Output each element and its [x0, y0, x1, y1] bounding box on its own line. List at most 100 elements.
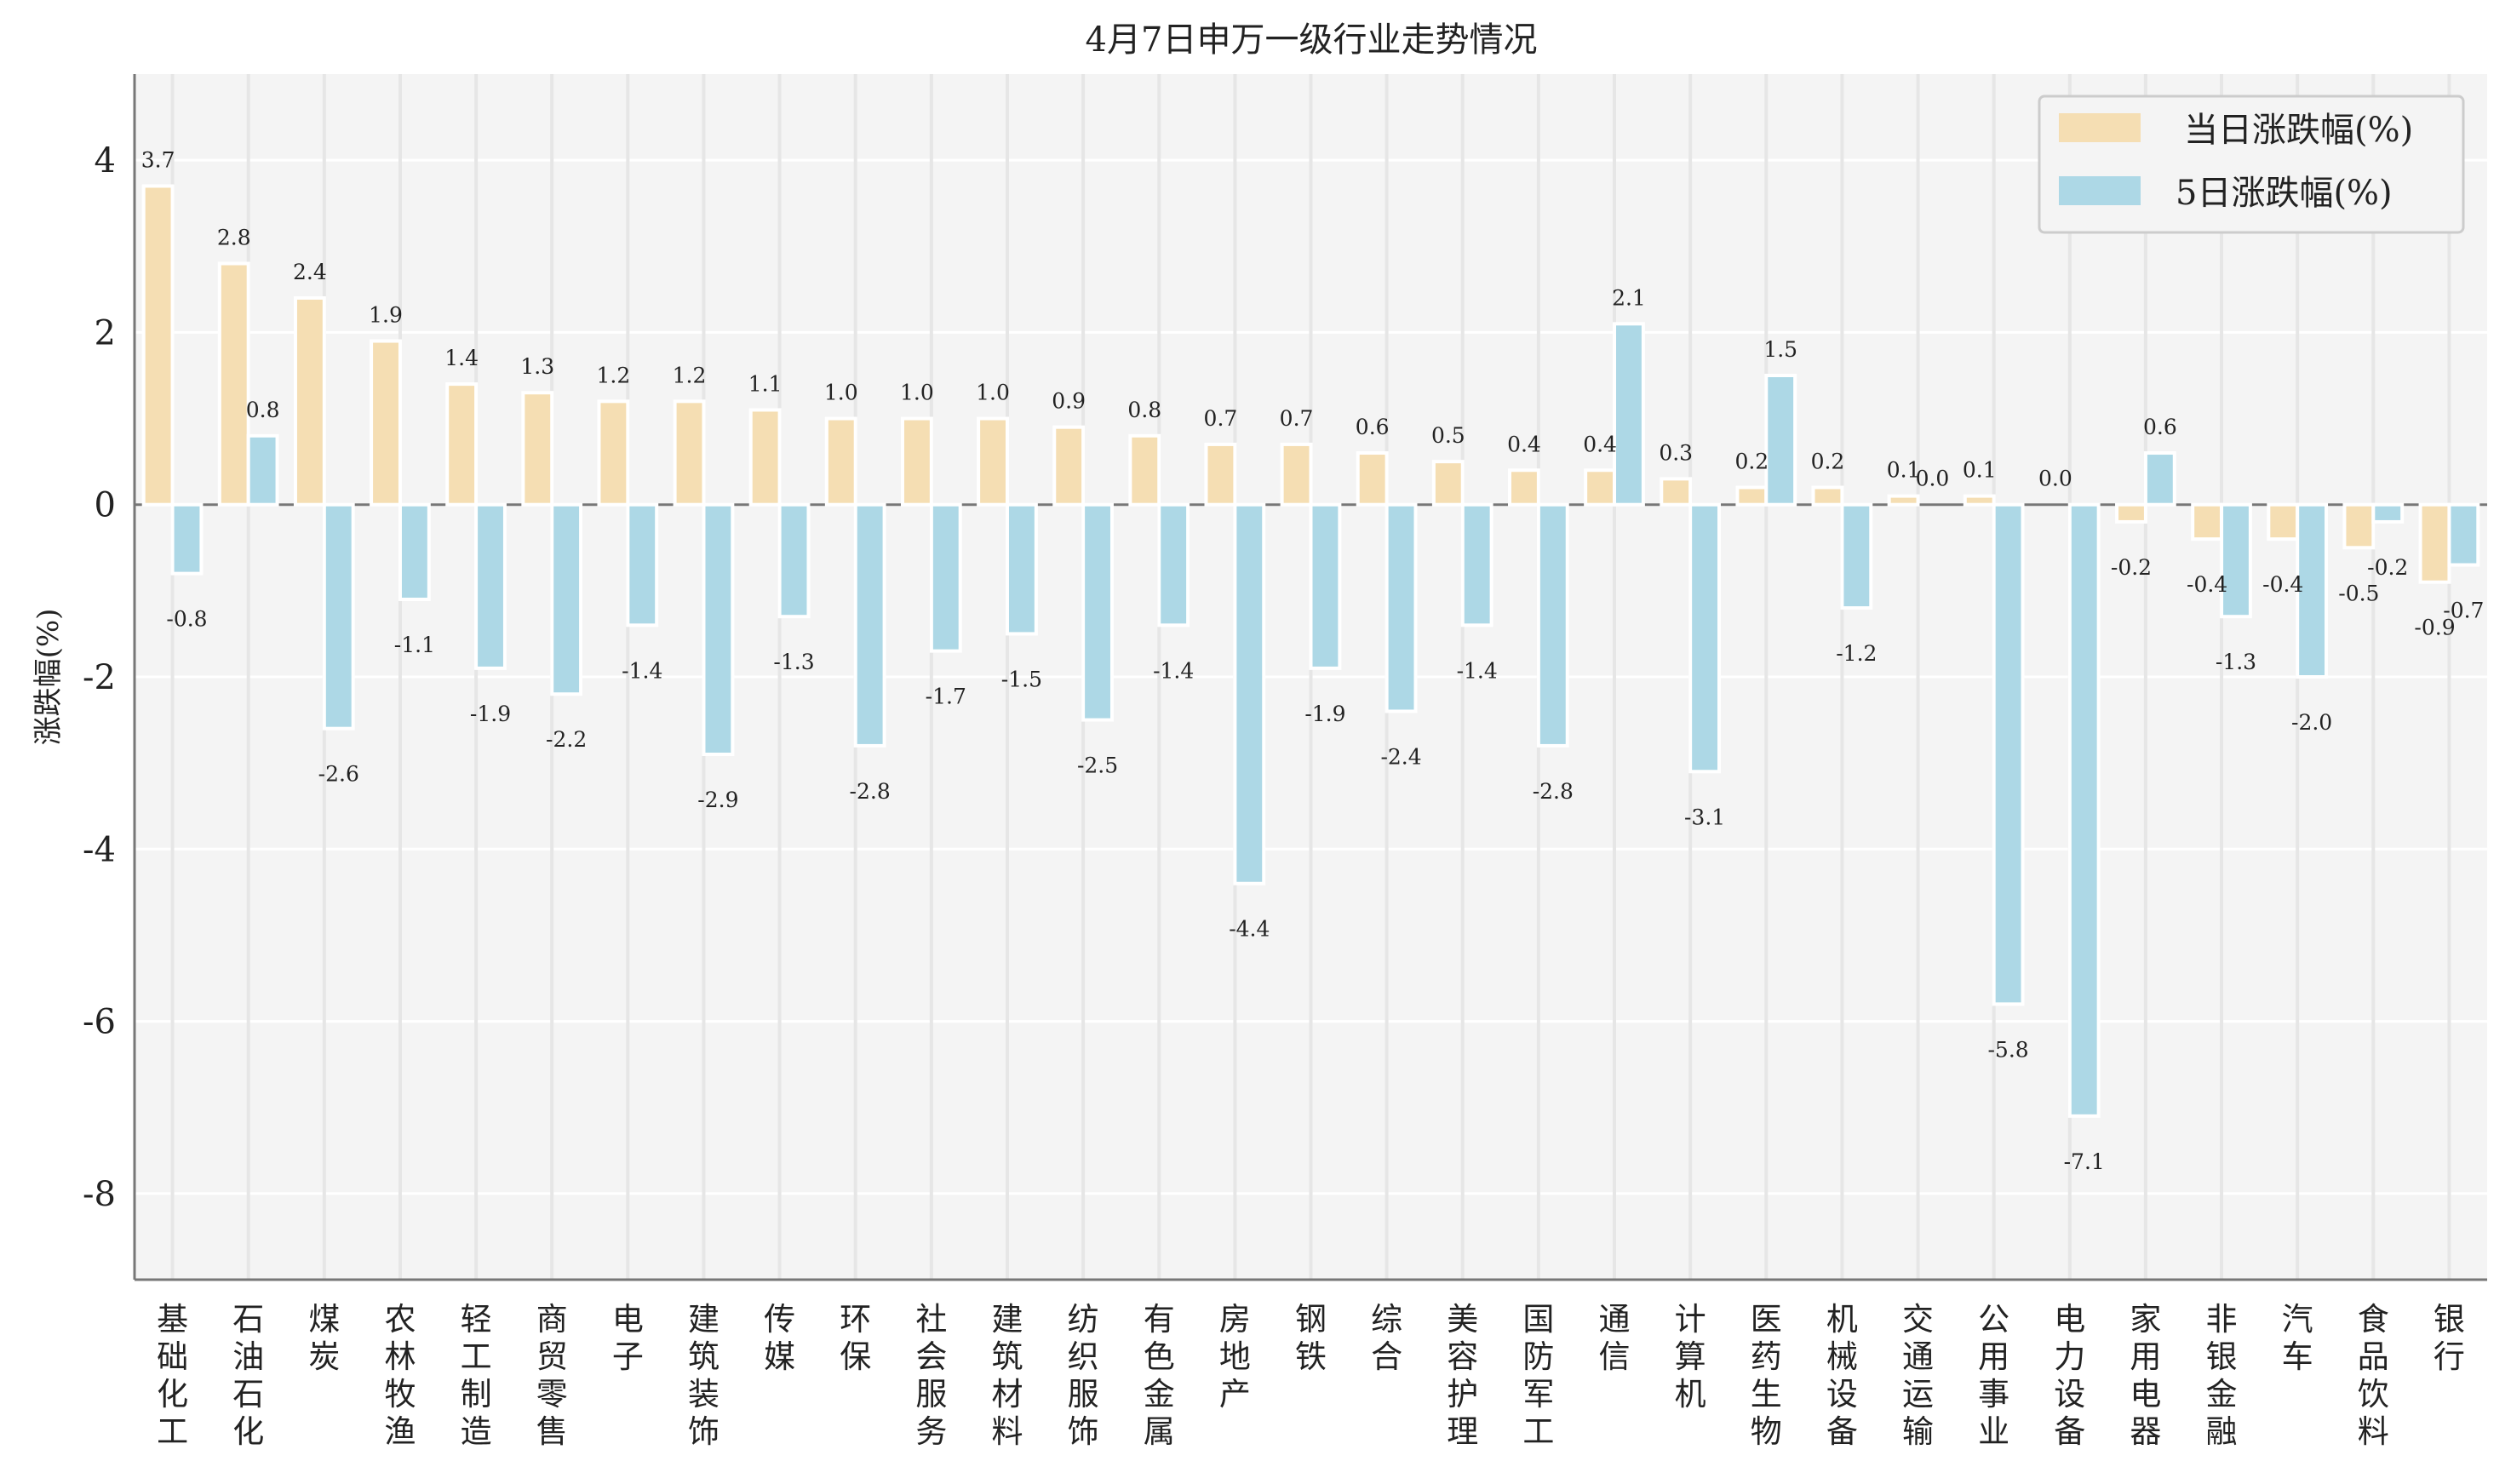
x-tick-char: 国	[1522, 1301, 1554, 1338]
x-tick-char: 军	[1522, 1376, 1554, 1412]
x-tick-label: 煤炭	[308, 1301, 340, 1375]
x-tick-char: 础	[157, 1338, 188, 1375]
x-tick-char: 设	[2054, 1376, 2085, 1412]
data-label: -3.1	[1684, 805, 1725, 829]
x-tick-char: 容	[1447, 1338, 1478, 1375]
x-tick-char: 机	[1826, 1301, 1858, 1338]
data-label: -0.2	[2111, 555, 2152, 580]
bar-day	[2267, 502, 2300, 541]
data-label: -1.7	[926, 685, 966, 709]
bar-5day	[474, 502, 507, 670]
x-tick-char: 理	[1447, 1413, 1478, 1450]
bar-day	[977, 416, 1009, 507]
data-label: 0.1	[1887, 458, 1921, 483]
bar-day	[293, 295, 326, 507]
data-label: -0.9	[2414, 616, 2455, 640]
x-tick-char: 机	[1675, 1376, 1706, 1412]
x-tick-char: 药	[1751, 1338, 1782, 1375]
x-tick-char: 计	[1675, 1301, 1706, 1338]
bar-day	[1431, 460, 1465, 507]
bar-5day	[626, 502, 659, 627]
x-tick-label: 银行	[2434, 1301, 2465, 1375]
x-tick-char: 林	[384, 1338, 416, 1375]
bar-5day	[2296, 502, 2329, 679]
x-tick-char: 织	[1068, 1338, 1099, 1375]
x-tick-char: 化	[157, 1376, 188, 1412]
data-label: 0.1	[1963, 458, 1997, 483]
x-tick-label: 非银金融	[2206, 1301, 2238, 1450]
bar-5day	[1309, 502, 1342, 670]
x-tick-char: 子	[612, 1338, 644, 1375]
x-tick-char: 通	[1599, 1301, 1631, 1338]
data-label: -1.4	[1457, 658, 1498, 683]
x-tick-char: 医	[1751, 1301, 1782, 1338]
x-tick-char: 饰	[688, 1413, 719, 1450]
bar-day	[2418, 502, 2451, 584]
x-tick-char: 公	[1978, 1301, 2009, 1338]
bar-5day	[702, 502, 735, 757]
x-tick-label: 钢铁	[1295, 1301, 1327, 1375]
x-tick-label: 传媒	[764, 1301, 795, 1375]
data-label: -1.3	[773, 650, 814, 674]
data-label: 0.5	[1431, 423, 1465, 448]
data-label: -2.9	[697, 788, 738, 812]
x-tick-char: 材	[991, 1376, 1023, 1412]
x-tick-char: 房	[1219, 1301, 1251, 1338]
data-label: 0.4	[1583, 432, 1617, 456]
x-tick-label: 计算机	[1675, 1301, 1706, 1412]
data-label: 0.8	[1127, 398, 1161, 422]
data-label: -1.9	[1304, 702, 1345, 726]
x-tick-char: 基	[157, 1301, 188, 1338]
bar-day	[900, 416, 933, 507]
x-tick-char: 装	[688, 1376, 719, 1412]
bar-day	[1204, 442, 1237, 507]
data-label: -2.2	[546, 727, 587, 752]
bar-5day	[777, 502, 811, 619]
x-tick-label: 综合	[1371, 1301, 1402, 1375]
x-tick-label: 房地产	[1219, 1301, 1251, 1412]
x-tick-label: 建筑装饰	[688, 1301, 719, 1450]
data-label: 1.2	[673, 363, 707, 387]
x-tick-char: 牧	[384, 1376, 416, 1412]
x-tick-char: 事	[1978, 1376, 2009, 1412]
x-tick-char: 合	[1371, 1338, 1402, 1375]
x-tick-char: 轻	[461, 1301, 492, 1338]
x-tick-char: 工	[1522, 1413, 1554, 1450]
bar-day	[2115, 502, 2147, 524]
x-tick-label: 公用事业	[1978, 1301, 2009, 1450]
data-label: -1.1	[394, 633, 435, 657]
x-tick-char: 车	[2282, 1338, 2313, 1375]
data-label: -0.7	[2443, 599, 2484, 623]
legend: 当日涨跌幅(%) 5日涨跌幅(%)	[2038, 95, 2465, 234]
x-tick-char: 备	[2054, 1413, 2085, 1450]
x-tick-char: 传	[764, 1301, 795, 1338]
bar-day	[673, 399, 706, 507]
data-label: -1.3	[2216, 650, 2256, 674]
bar-5day	[1081, 502, 1114, 722]
legend-label-day: 当日涨跌幅(%)	[2184, 111, 2413, 150]
x-tick-label: 食品饮料	[2358, 1301, 2389, 1450]
bar-day	[2191, 502, 2224, 541]
x-tick-char: 汽	[2282, 1301, 2313, 1338]
x-tick-char: 料	[2358, 1413, 2389, 1450]
bar-5day	[2067, 502, 2101, 1118]
data-label: 0.9	[1052, 389, 1086, 414]
bar-5day	[1384, 502, 1418, 713]
data-label: 1.1	[748, 371, 783, 396]
bar-day	[1887, 494, 1920, 507]
bar-5day	[1536, 502, 1569, 748]
x-tick-char: 炭	[308, 1338, 340, 1375]
data-label: 1.4	[444, 346, 479, 370]
bar-day	[1052, 425, 1086, 507]
data-label: -1.9	[470, 702, 511, 726]
x-tick-char: 器	[2130, 1413, 2161, 1450]
data-label: -2.4	[1380, 744, 1421, 769]
data-label: 3.7	[141, 147, 175, 172]
data-label: 0.4	[1507, 432, 1541, 456]
legend-box	[2038, 95, 2465, 234]
bar-day	[1128, 433, 1161, 507]
x-tick-char: 有	[1144, 1301, 1175, 1338]
x-tick-char: 务	[915, 1413, 947, 1450]
x-tick-char: 渔	[384, 1413, 416, 1450]
